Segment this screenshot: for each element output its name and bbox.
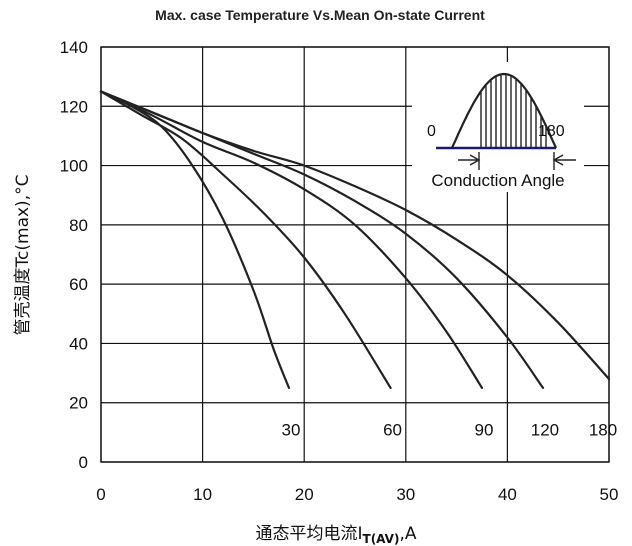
- x-tick-label-0: 0: [96, 485, 105, 504]
- inset-background: [412, 62, 584, 192]
- series-label-60: 60: [383, 420, 402, 439]
- series-line-90: [99, 90, 484, 389]
- x-tick-label-1: 10: [193, 485, 212, 504]
- y-tick-label-7: 140: [60, 38, 88, 57]
- series-label-180: 180: [589, 420, 617, 439]
- series-line-60: [99, 90, 392, 389]
- inset-arrow-right: [552, 154, 576, 166]
- series-labels: 30 60 90 120 180: [281, 420, 617, 439]
- series-curves: [99, 90, 611, 389]
- x-tick-label-5: 50: [600, 485, 619, 504]
- x-tick-label-3: 30: [396, 485, 415, 504]
- y-tick-label-5: 100: [60, 157, 88, 176]
- chart-title: Max. case Temperature Vs.Mean On-state C…: [155, 7, 485, 23]
- series-label-90: 90: [475, 420, 494, 439]
- x-axis-ticks: 0 10 20 30 40 50: [96, 485, 618, 504]
- y-tick-label-1: 20: [69, 394, 88, 413]
- plot-frame: [100, 46, 610, 463]
- series-line-180: [99, 90, 611, 381]
- half-sine-wave: [450, 72, 558, 149]
- y-axis-label: 管壳温度Tc(max),°C: [13, 175, 33, 336]
- y-tick-label-6: 120: [60, 97, 88, 116]
- series-label-30: 30: [281, 420, 300, 439]
- inset-label-end: 180: [538, 123, 565, 140]
- y-tick-label-3: 60: [69, 275, 88, 294]
- inset-label-start: 0: [427, 123, 436, 140]
- x-tick-label-4: 40: [498, 485, 517, 504]
- series-label-120: 120: [531, 420, 559, 439]
- inset-arrow-left: [458, 154, 481, 166]
- x-axis-label: 通态平均电流IT(AV),A: [256, 524, 417, 546]
- inset-caption: Conduction Angle: [431, 171, 564, 190]
- x-tick-label-2: 20: [295, 485, 314, 504]
- y-tick-label-0: 0: [79, 453, 88, 472]
- conduction-angle-inset: 0 180 Conduction Angle: [412, 62, 584, 192]
- inset-hatch-lines: [480, 75, 547, 148]
- y-tick-label-2: 40: [69, 334, 88, 353]
- y-axis-ticks: 0 20 40 60 80 100 120 140: [60, 38, 88, 472]
- y-tick-label-4: 80: [69, 216, 88, 235]
